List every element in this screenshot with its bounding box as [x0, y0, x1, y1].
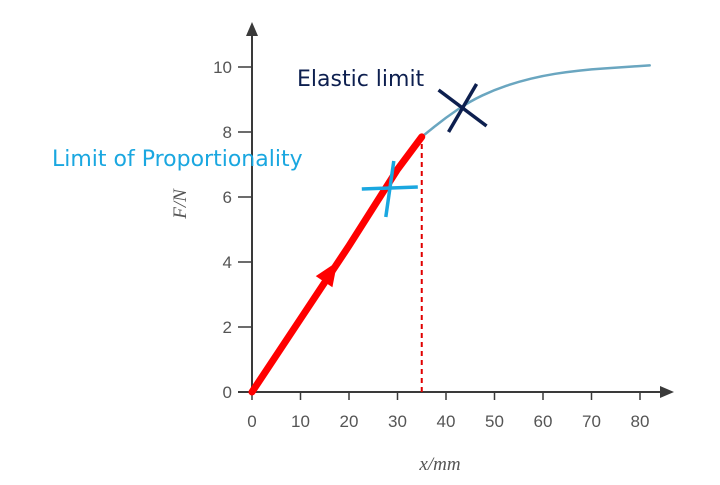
y-tick-label: 4 [223, 253, 232, 272]
y-tick-label: 6 [223, 188, 232, 207]
y-axis-label: F/N [170, 188, 191, 220]
annotation-limit-of-proportionality: Limit of Proportionality [52, 147, 303, 172]
x-axis-ticks: 0 10 20 30 40 50 60 70 80 [247, 392, 649, 431]
annotation-elastic-limit: Elastic limit [297, 67, 425, 92]
x-tick-label: 30 [388, 412, 407, 431]
axes [238, 22, 674, 398]
direction-arrow [315, 261, 338, 288]
y-tick-label: 10 [213, 58, 232, 77]
y-tick-label: 2 [223, 318, 232, 337]
x-tick-label: 20 [340, 412, 359, 431]
series-line-plastic [420, 64, 651, 139]
series-layer [248, 64, 651, 396]
limit-of-proportionality-marker-v [384, 160, 396, 218]
elastic-limit-marker-b [447, 83, 479, 133]
series-line-proportional [248, 133, 426, 396]
x-tick-label: 60 [534, 412, 553, 431]
y-tick-label: 8 [223, 123, 232, 142]
x-tick-label: 0 [247, 412, 256, 431]
x-tick-label: 80 [631, 412, 650, 431]
x-axis-arrowhead [660, 386, 674, 398]
x-tick-label: 70 [582, 412, 601, 431]
x-axis-label: x/mm [418, 454, 460, 475]
markers [361, 83, 488, 218]
y-tick-label: 0 [223, 383, 232, 402]
x-tick-label: 10 [291, 412, 310, 431]
x-tick-label: 40 [437, 412, 456, 431]
x-tick-label: 50 [485, 412, 504, 431]
y-axis-arrowhead [246, 22, 258, 36]
y-axis-ticks: 0 2 4 6 8 10 [213, 58, 252, 402]
